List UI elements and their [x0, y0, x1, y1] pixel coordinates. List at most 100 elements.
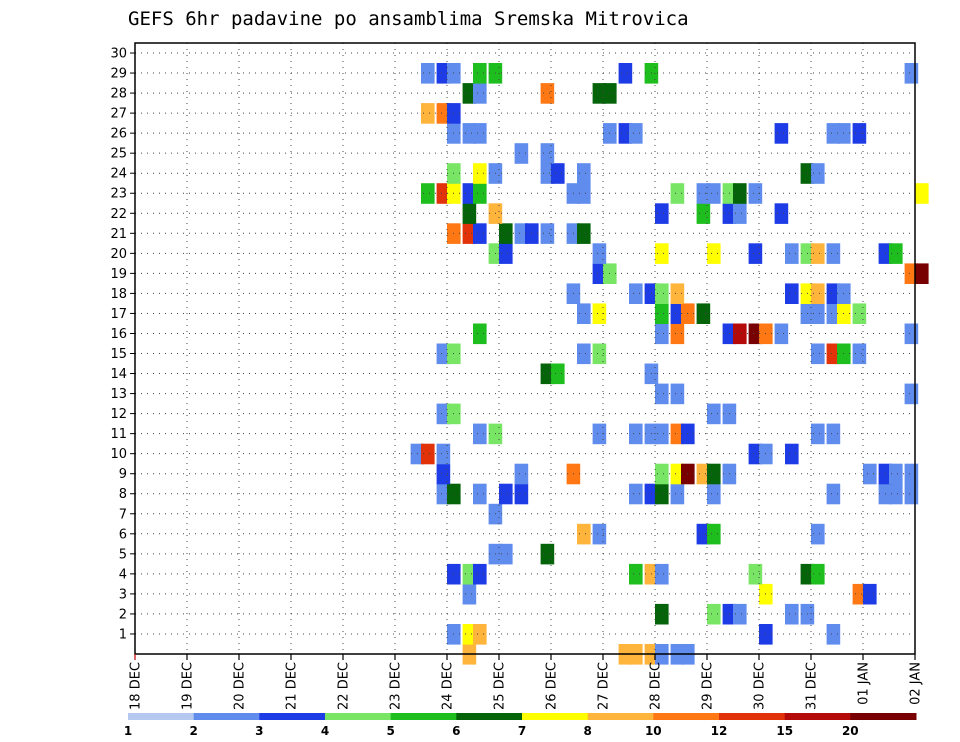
heatmap-cell	[811, 163, 825, 184]
plot-frame	[134, 42, 916, 655]
x-tick-label: 01 JAN	[857, 662, 872, 705]
y-tick-label: 16	[110, 327, 127, 342]
y-tick-label: 28	[110, 87, 127, 102]
heatmap-cell	[707, 483, 721, 505]
y-tick-label: 19	[110, 267, 127, 282]
x-axis-ticks: 18 DEC 19 DEC 20 DEC 21 DEC 22 DEC 23 DEC 24 D…	[129, 654, 924, 710]
y-tick-label: 10	[110, 447, 127, 462]
heatmap-cell	[826, 303, 841, 324]
y-tick-label: 5	[119, 547, 127, 562]
heatmap-cell	[904, 463, 919, 485]
heatmap-cell	[499, 543, 513, 565]
heatmap-cell	[670, 483, 685, 505]
heatmap-cell	[473, 183, 487, 204]
heatmap-cell	[499, 483, 513, 505]
heatmap-cell	[462, 123, 477, 144]
y-axis-ticks: 1234567891011121314151617181920212223242…	[110, 47, 135, 642]
heatmap-cell	[670, 423, 685, 445]
heatmap-cell	[514, 143, 529, 164]
heatmap-cell	[748, 243, 763, 264]
heatmap-cell	[462, 223, 477, 244]
heatmap-cell	[707, 603, 721, 625]
heatmap-cell	[915, 263, 929, 284]
heatmap-cell	[592, 83, 607, 104]
heatmap-cell	[436, 63, 451, 84]
heatmap-cell	[889, 463, 903, 485]
y-tick-label: 4	[119, 567, 127, 582]
heatmap-cell	[551, 363, 565, 385]
y-tick-label: 26	[110, 127, 127, 142]
heatmap-cell	[592, 303, 607, 324]
y-tick-label: 20	[110, 247, 127, 262]
legend-color-swatch	[522, 713, 589, 720]
heatmap-cell	[811, 523, 825, 545]
heatmap-cell	[462, 563, 477, 585]
heatmap-cell	[436, 463, 451, 485]
y-tick-label: 30	[110, 47, 127, 62]
heatmap-cell	[473, 323, 487, 345]
legend-color-swatch	[390, 713, 457, 720]
legend-tick-label: 1	[124, 724, 132, 738]
heatmap-cell	[655, 323, 669, 345]
heatmap-cell	[473, 483, 487, 505]
heatmap-cell	[473, 63, 487, 84]
heatmap-cell	[592, 423, 607, 445]
x-tick-label: 31 DEC	[805, 662, 820, 710]
heatmap-cell	[748, 183, 763, 204]
heatmap-cell	[514, 463, 529, 485]
heatmap-cell	[707, 403, 721, 425]
heatmap-cell	[655, 383, 669, 405]
heatmap-cell	[826, 283, 841, 304]
heatmap-cell	[670, 463, 685, 485]
heatmap-cell	[540, 83, 555, 104]
heatmap-cell	[592, 523, 607, 545]
legend-color-swatch	[784, 713, 851, 720]
y-tick-label: 9	[119, 467, 127, 482]
heatmap-cell	[618, 123, 633, 144]
heatmap-cell	[514, 483, 529, 505]
legend-tick-label: 15	[776, 724, 793, 738]
heatmap-cell	[421, 103, 435, 124]
heatmap-cell	[655, 603, 669, 625]
heatmap-cell	[577, 223, 591, 244]
heatmap-cell	[551, 163, 565, 184]
y-tick-label: 11	[110, 427, 127, 442]
x-tick-label: 30 DEC	[753, 662, 768, 710]
heatmap-cell	[629, 563, 643, 585]
legend-tick-label: 12	[711, 724, 728, 738]
heatmap-cell	[811, 283, 825, 304]
y-tick-label: 24	[110, 167, 127, 182]
x-tick-label: 24 DEC	[441, 662, 456, 710]
heatmap-cell	[826, 624, 841, 645]
heatmap-cell	[592, 343, 607, 365]
heatmap-cell	[748, 443, 763, 465]
heatmap-cell	[592, 263, 607, 284]
heatmap-cell	[540, 143, 555, 164]
heatmap-cell	[826, 243, 841, 264]
heatmap-cell	[618, 63, 633, 84]
legend-tick-label: 20	[842, 724, 859, 738]
heatmap-cell	[655, 563, 669, 585]
legend-color-swatch	[456, 713, 523, 720]
heatmap-cell	[696, 523, 711, 545]
heatmap-cell	[811, 423, 825, 445]
y-tick-label: 22	[110, 207, 127, 222]
y-tick-label: 2	[119, 607, 127, 622]
heatmap-cell	[473, 563, 487, 585]
heatmap-cell	[540, 363, 555, 385]
y-tick-label: 23	[110, 187, 127, 202]
y-tick-label: 8	[119, 487, 127, 502]
heatmap-cell	[811, 243, 825, 264]
y-tick-label: 14	[110, 367, 127, 382]
heatmap-cell	[499, 243, 513, 264]
heatmap-cell	[592, 243, 607, 264]
legend-tick-label: 3	[255, 724, 263, 738]
y-tick-label: 18	[110, 287, 127, 302]
heatmap-cell	[733, 323, 747, 345]
heatmap-cell	[540, 543, 555, 565]
y-tick-label: 3	[119, 587, 127, 602]
heatmap-cell	[629, 283, 643, 304]
heatmap-cell	[774, 323, 789, 345]
heatmap-cell	[655, 463, 669, 485]
